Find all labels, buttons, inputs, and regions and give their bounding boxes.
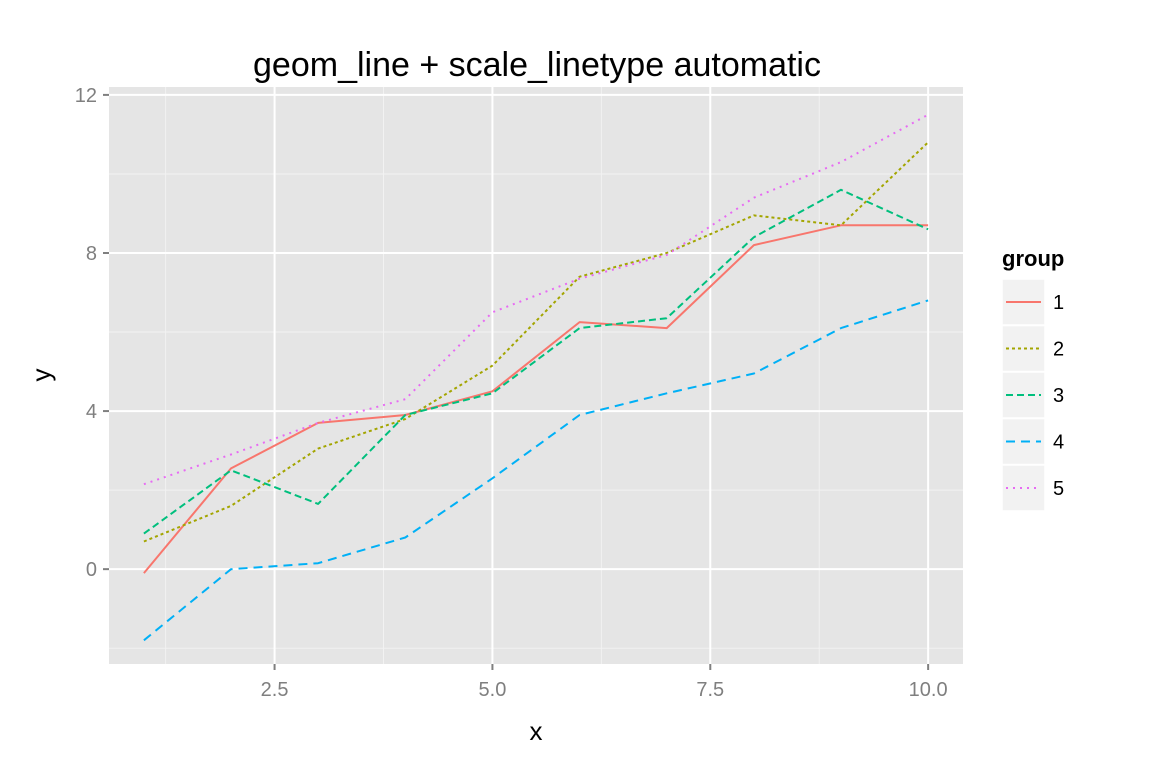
x-tick-label: 5.0 [479,679,507,701]
legend-label-5: 5 [1053,478,1064,500]
y-axis-title: y [26,369,56,382]
major-gridlines [109,87,963,664]
minor-gridlines [109,87,963,664]
legend-label-1: 1 [1053,292,1064,314]
x-tick-label: 7.5 [696,679,724,701]
y-axis: 0 4 8 12 [75,85,109,581]
x-axis-title: x [530,716,543,746]
series-line-2 [143,141,929,543]
x-tick-label: 2.5 [261,679,289,701]
chart-title: geom_line + scale_linetype automatic [253,46,821,84]
series-line-3 [143,188,929,535]
x-tick-label: 10.0 [909,679,948,701]
y-tick-label: 4 [86,401,97,423]
legend-key-5 [1001,464,1046,512]
plot-panel [109,87,963,664]
y-tick-label: 12 [75,85,97,107]
legend-label-2: 2 [1053,339,1064,361]
legend: group 1 2 3 4 5 [1001,246,1064,512]
legend-label-4: 4 [1053,432,1064,454]
legend-title: group [1002,246,1064,271]
y-tick-label: 0 [86,559,97,581]
series-line-1 [143,224,929,574]
legend-label-3: 3 [1053,385,1064,407]
series-line-4 [143,299,929,642]
series-lines [143,113,929,642]
y-tick-label: 8 [86,243,97,265]
x-axis: 2.5 5.0 7.5 10.0 [261,664,948,701]
